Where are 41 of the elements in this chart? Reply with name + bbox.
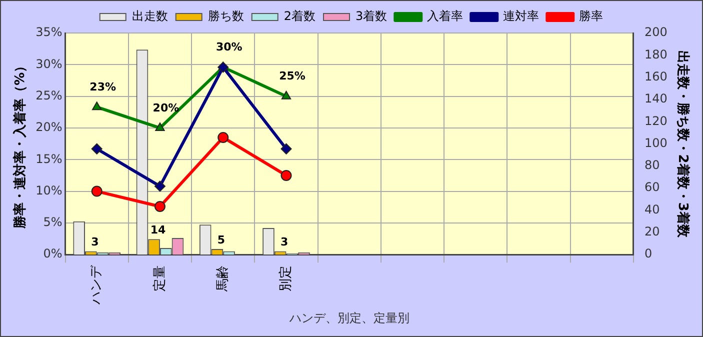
data-label: 25% [279, 70, 306, 83]
y2-tick-label: 20 [644, 224, 660, 239]
y-tick-label: 35% [36, 25, 62, 40]
data-label: 3 [91, 236, 99, 249]
y2-tick-label: 60 [644, 180, 660, 194]
legend-label: 勝ち数 [208, 9, 244, 24]
y-axis-title: 勝率・連対率・入着率（%） [12, 59, 28, 230]
y-tick-label: 0% [43, 246, 62, 261]
y-tick-label: 25% [36, 88, 62, 102]
y2-tick-label: 140 [644, 92, 668, 106]
legend-label: 勝率 [579, 9, 604, 24]
legend-label: 出走数 [132, 9, 168, 24]
data-label: 20% [152, 101, 180, 114]
y-tick-label: 15% [36, 152, 62, 166]
x-tick-label: 別定 [278, 266, 294, 292]
legend-label: 2着数 [284, 9, 316, 24]
y2-tick-label: 100 [644, 136, 668, 150]
legend-label: 3着数 [356, 9, 388, 24]
x-tick-label: ハンデ [89, 264, 104, 306]
data-label: 23% [90, 80, 116, 94]
y2-axis-title: 出走数・勝ち数・2着数・3着数 [674, 50, 691, 238]
y2-tick-label: 180 [644, 47, 668, 62]
y-tick-label: 30% [36, 56, 62, 71]
data-label: 5 [217, 233, 226, 246]
legend-label: 入着率 [427, 9, 464, 24]
y2-tick-label: 80 [644, 158, 660, 172]
y2-tick-label: 40 [644, 202, 660, 216]
x-tick-label: 定量 [152, 266, 168, 292]
y2-tick-label: 0 [644, 246, 652, 261]
data-label: 30% [216, 40, 242, 54]
y-tick-label: 10% [36, 183, 62, 198]
y2-tick-label: 160 [644, 69, 668, 84]
data-label: 14 [150, 223, 166, 236]
y2-tick-label: 200 [644, 25, 668, 40]
x-tick-label: 馬齢 [215, 266, 230, 293]
y-tick-label: 20% [36, 120, 62, 134]
x-axis-title: ハンデ、別定、定量別 [288, 310, 410, 325]
legend-label: 連対率 [503, 9, 540, 24]
y2-tick-label: 120 [644, 114, 668, 128]
data-label: 3 [280, 236, 288, 249]
y-tick-label: 5% [43, 215, 62, 230]
